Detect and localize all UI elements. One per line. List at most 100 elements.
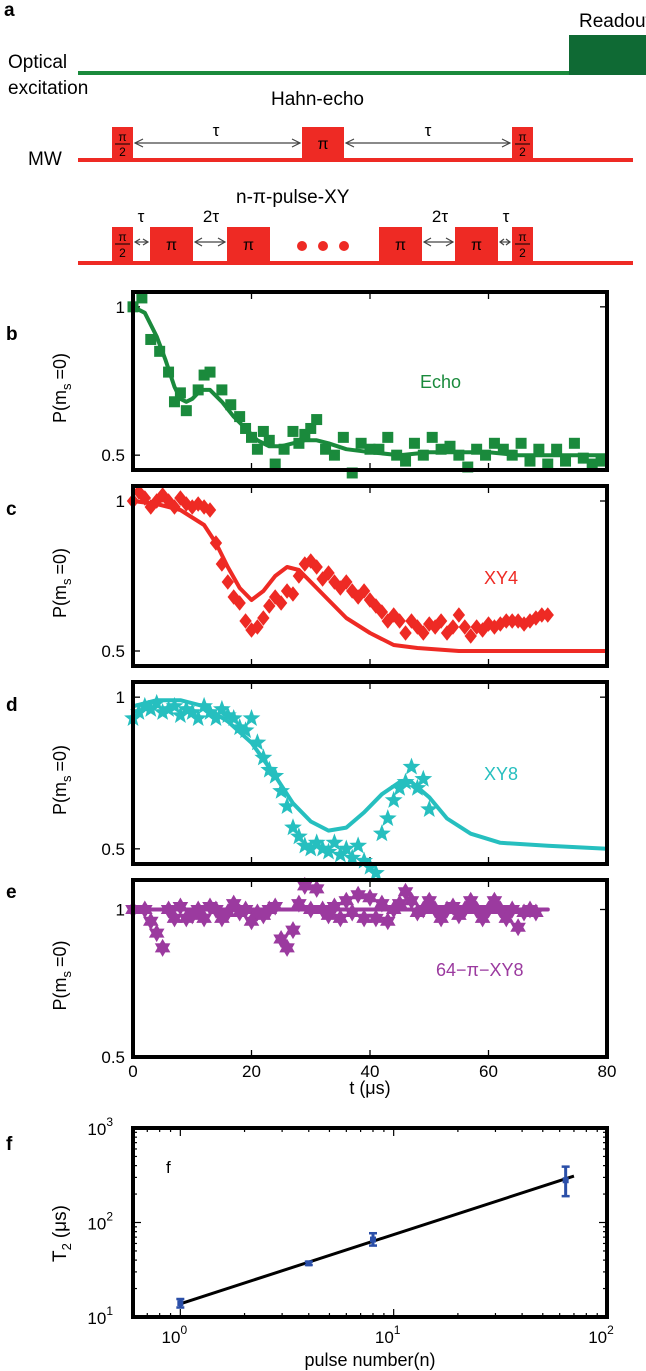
panel-c-label: c (6, 499, 17, 520)
panel-d-data-point (130, 703, 148, 720)
panel-d-data-point (248, 733, 267, 751)
panel-b-data-point (163, 366, 175, 378)
panel-c-fit-line (131, 499, 609, 653)
svg-text:π: π (518, 130, 526, 144)
npi-pi-half-pulse-2: π 2 (512, 227, 533, 263)
panel-c-data-point (138, 490, 152, 506)
x-tick-label: 40 (361, 1062, 380, 1081)
panel-c-data-point (150, 493, 163, 509)
ylabel-text: P(m (50, 585, 70, 618)
panel-c-data-point (328, 574, 341, 590)
svg-text:π: π (118, 230, 126, 244)
panel-d-data-point (242, 709, 261, 726)
panel-b-data-point (305, 422, 317, 434)
tick-base: 10 (87, 1120, 106, 1139)
panel-f-ytick-label: 103 (87, 1115, 113, 1139)
panel-b-data-point (174, 387, 186, 399)
panel-d-data-point (378, 809, 397, 827)
svg-text:π: π (471, 237, 482, 254)
ylabel-tail: =0) (50, 353, 70, 380)
panel-b-data-point (320, 443, 332, 455)
panel-d-data-point (201, 703, 219, 720)
panel-b-data-point (145, 333, 157, 345)
panel-e-data-point (166, 909, 183, 928)
panel-b: b P(ms =0) 0.5 1 Echo (6, 290, 609, 479)
npi-2tau-arrow-2 (422, 237, 455, 247)
panel-d-data-point (384, 790, 403, 808)
panel-c-series-label: XY4 (484, 568, 518, 588)
panel-d-data-point (402, 757, 421, 775)
tick-exponent: 0 (180, 1323, 187, 1337)
panel-b-data-point (506, 449, 518, 461)
panel-c-data-point (251, 619, 264, 635)
panel-e-data-point (504, 900, 520, 919)
panel-e-data-point (172, 897, 189, 916)
panel-c-data-point (429, 619, 442, 635)
tick-exponent: 1 (394, 1323, 401, 1337)
ylabel-tail: (μs) (50, 1205, 71, 1238)
panel-f-data-point (305, 1260, 312, 1267)
tick-exponent: 3 (106, 1115, 113, 1129)
panel-c-data-point (245, 622, 258, 638)
panel-b-data-point (497, 443, 509, 455)
panel-f-data-point (177, 1300, 184, 1307)
hahn-tau-label-2: τ (425, 121, 432, 140)
panel-b-data-point (408, 437, 420, 449)
svg-text:π: π (166, 237, 177, 254)
ylabel-subscript: 2 (59, 1243, 74, 1250)
ylabel-tail: =0) (50, 745, 70, 772)
panel-e-data-point (344, 903, 360, 922)
panel-c-ytick-label: 0.5 (101, 642, 125, 661)
panel-c-ytick-label: 1 (116, 492, 125, 511)
panel-c-data-point (446, 619, 460, 635)
x-tick-label: 20 (242, 1062, 261, 1081)
panel-c-data-point (274, 595, 288, 611)
hahn-tau-arrow-1 (133, 138, 302, 148)
ylabel-tail: =0) (50, 940, 70, 967)
panel-f-xlabel: pulse number(n) (304, 1350, 435, 1370)
panel-b-data-point (400, 455, 412, 467)
panel-c-data-point (523, 613, 537, 629)
panel-e-data-point (368, 909, 384, 928)
panel-e-data-point (143, 912, 159, 931)
panel-c-data-point (375, 604, 389, 620)
readout-label: Readout (579, 11, 646, 32)
panel-e-ytick-label: 0.5 (101, 1048, 125, 1067)
panel-d-data-point (367, 863, 385, 881)
panel-c-data-point (399, 625, 412, 641)
panel-b-data-point (355, 437, 367, 449)
ylabel-text: T (50, 1250, 71, 1262)
panel-c-data-point (464, 628, 477, 644)
panel-c-data-point (387, 607, 400, 623)
panel-b-data-point (257, 425, 269, 437)
panel-b-data-point (204, 366, 216, 378)
tick-exponent: 2 (106, 1210, 113, 1224)
panel-d-data-point (254, 748, 273, 766)
hahn-mw-line (78, 158, 633, 162)
panel-c-data-point (180, 496, 193, 512)
svg-text:π: π (518, 230, 526, 244)
ylabel-text: P(m (50, 782, 70, 815)
panel-e-data-point (510, 918, 526, 937)
svg-text:π: π (317, 136, 328, 153)
npi-2tau-label-1: 2τ (203, 207, 219, 226)
panel-f-xtick-label: 100 (162, 1323, 188, 1347)
panel-b-data-point (240, 422, 252, 434)
panel-c-data-point (280, 583, 294, 599)
x-tick-label: 0 (128, 1062, 137, 1081)
panel-b-ylabel: P(ms =0) (50, 353, 74, 423)
panel-b-fit-line (131, 304, 609, 458)
panel-e-data-point (326, 897, 343, 916)
panel-e-data-point (528, 903, 544, 922)
panel-c-data-point (192, 496, 205, 512)
panel-c-data-point (405, 613, 418, 629)
panel-d-ytick-label: 0.5 (101, 840, 125, 859)
panel-d-fit-line (131, 698, 609, 851)
panel-c-data-point (286, 586, 300, 602)
panel-b-data-point (533, 443, 545, 455)
panel-d-data-point (343, 848, 362, 866)
hahn-pi-half-pulse-1: π 2 (112, 127, 133, 160)
panel-d-data-point (165, 696, 184, 714)
panel-c-data-point (541, 607, 554, 623)
